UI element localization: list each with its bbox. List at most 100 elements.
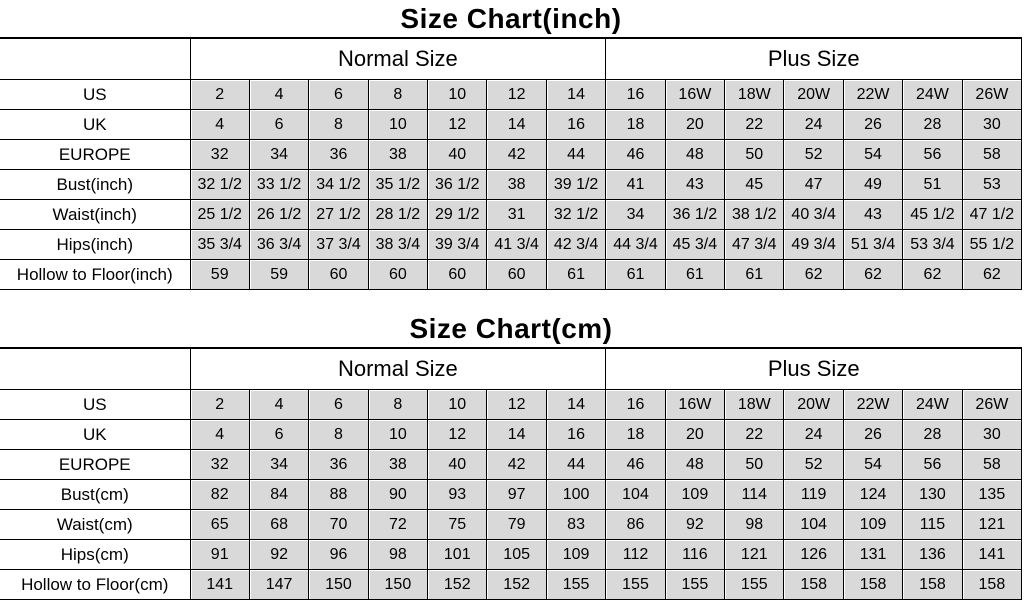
table-cell: 36 1/2 xyxy=(664,199,726,230)
table-cell: 97 xyxy=(486,479,547,510)
table-cell: 12 xyxy=(427,109,488,140)
table-cell: 115 xyxy=(902,509,963,540)
table-cell: 45 xyxy=(724,169,785,200)
table-cell: 14 xyxy=(545,79,607,110)
row-label: EUROPE xyxy=(0,449,191,480)
table-cell: 30 xyxy=(961,109,1023,140)
table-cell: 82 xyxy=(189,479,250,510)
table-cell: 35 3/4 xyxy=(189,229,250,260)
table-cell: 42 xyxy=(486,449,547,480)
row-label: UK xyxy=(0,109,191,140)
table-cell: 12 xyxy=(486,389,547,420)
table-cell: 155 xyxy=(545,569,607,600)
table-cell: 18 xyxy=(605,419,666,450)
table-cell: 47 xyxy=(783,169,844,200)
table-cell: 14 xyxy=(545,389,607,420)
table-cell: 24W xyxy=(902,389,963,420)
table-cell: 18W xyxy=(724,389,785,420)
table-cell: 121 xyxy=(724,539,785,570)
table-cell: 26 1/2 xyxy=(248,199,310,230)
table-cell: 24 xyxy=(783,109,844,140)
table-cell: 16 xyxy=(545,419,607,450)
table-cell: 4 xyxy=(189,419,250,450)
table-cell: 40 xyxy=(427,139,488,170)
table-row: Hips(inch) 35 3/4 36 3/4 37 3/4 38 3/4 39 3/4… xyxy=(0,229,1023,260)
table-cell: 55 1/2 xyxy=(961,229,1023,260)
table-row: EUROPE 32 34 36 38 40 42 44 46 48 50 52 54 56 58 xyxy=(0,449,1023,480)
row-label: Hips(inch) xyxy=(0,229,191,260)
table-cell: 62 xyxy=(842,259,904,290)
table-cell: 20W xyxy=(783,79,844,110)
table-cell: 28 xyxy=(902,419,963,450)
table-cell: 52 xyxy=(783,139,844,170)
table-cell: 12 xyxy=(486,79,547,110)
table-cell: 24 xyxy=(783,419,844,450)
table-cell: 6 xyxy=(308,389,369,420)
table-cell: 51 3/4 xyxy=(842,229,904,260)
group-header: Plus Size xyxy=(605,38,1023,80)
table-cell: 114 xyxy=(724,479,785,510)
table-cell: 96 xyxy=(308,539,369,570)
table-cell: 42 xyxy=(486,139,547,170)
table-cell: 10 xyxy=(427,79,488,110)
table-cell: 8 xyxy=(367,389,429,420)
table-cell: 44 xyxy=(545,449,607,480)
table-cell: 54 xyxy=(842,449,904,480)
table-cell: 158 xyxy=(961,569,1023,600)
row-label: Bust(cm) xyxy=(0,479,191,510)
table-cell: 25 1/2 xyxy=(189,199,250,230)
table-cell: 56 xyxy=(902,139,963,170)
table-cell: 109 xyxy=(545,539,607,570)
table-cell: 8 xyxy=(367,79,429,110)
table-cell: 39 1/2 xyxy=(545,169,607,200)
chart-title: Size Chart(cm) xyxy=(0,310,1022,348)
table-cell: 150 xyxy=(308,569,369,600)
table-cell: 45 3/4 xyxy=(664,229,726,260)
table-cell: 155 xyxy=(605,569,666,600)
table-cell: 50 xyxy=(724,139,785,170)
table-cell: 60 xyxy=(486,259,547,290)
table-cell: 39 3/4 xyxy=(427,229,488,260)
table-cell: 38 1/2 xyxy=(724,199,785,230)
table-cell: 109 xyxy=(842,509,904,540)
table-cell: 84 xyxy=(248,479,310,510)
row-label: Bust(inch) xyxy=(0,169,191,200)
table-row: US 2 4 6 8 10 12 14 16 16W 18W 20W 22W 24W 26W xyxy=(0,79,1023,110)
table-cell: 14 xyxy=(486,109,547,140)
table-cell: 12 xyxy=(427,419,488,450)
table-cell: 141 xyxy=(189,569,250,600)
table-cell: 26 xyxy=(842,419,904,450)
table-row: UK 4 6 8 10 12 14 16 18 20 22 24 26 28 30 xyxy=(0,419,1023,450)
table-cell: 141 xyxy=(961,539,1023,570)
table-cell: 104 xyxy=(783,509,844,540)
table-cell: 150 xyxy=(367,569,429,600)
table-cell: 45 1/2 xyxy=(902,199,963,230)
table-cell: 26 xyxy=(842,109,904,140)
table-cell: 36 xyxy=(308,449,369,480)
table-cell: 32 xyxy=(189,139,250,170)
table-cell: 6 xyxy=(308,79,369,110)
table-cell: 52 xyxy=(783,449,844,480)
table-cell: 53 xyxy=(961,169,1023,200)
table-cell: 36 3/4 xyxy=(248,229,310,260)
table-cell: 22W xyxy=(842,79,904,110)
table-cell: 54 xyxy=(842,139,904,170)
table-row: Hollow to Floor(cm) 141 147 150 150 152 152 155… xyxy=(0,569,1023,600)
table-cell: 58 xyxy=(961,139,1023,170)
table-cell: 44 xyxy=(545,139,607,170)
table-cell: 104 xyxy=(605,479,666,510)
table-cell: 152 xyxy=(427,569,488,600)
table-cell: 59 xyxy=(248,259,310,290)
table-cell: 83 xyxy=(545,509,607,540)
table-cell: 24W xyxy=(902,79,963,110)
table-cell: 124 xyxy=(842,479,904,510)
table-cell: 105 xyxy=(486,539,547,570)
size-table: Normal Size Plus Size US 2 4 6 8 10 12 14 16 16W 18W… xyxy=(0,348,1023,600)
table-cell: 22 xyxy=(724,109,785,140)
table-cell: 48 xyxy=(664,139,726,170)
table-cell: 147 xyxy=(248,569,310,600)
table-row: Bust(inch) 32 1/2 33 1/2 34 1/2 35 1/2 36 1/2… xyxy=(0,169,1023,200)
table-cell: 98 xyxy=(367,539,429,570)
table-row: UK 4 6 8 10 12 14 16 18 20 22 24 26 28 30 xyxy=(0,109,1023,140)
table-cell: 8 xyxy=(308,109,369,140)
